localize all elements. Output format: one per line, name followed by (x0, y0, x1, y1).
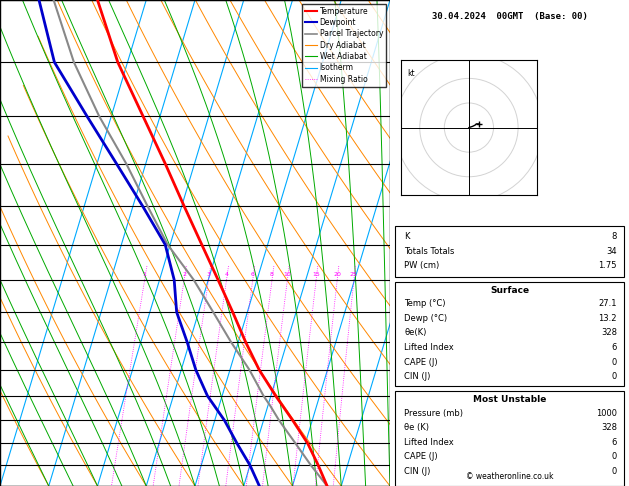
Text: CAPE (J): CAPE (J) (404, 452, 438, 461)
Text: θe (K): θe (K) (404, 423, 430, 432)
Text: 20: 20 (333, 272, 341, 278)
Text: LCL: LCL (392, 399, 406, 408)
Legend: Temperature, Dewpoint, Parcel Trajectory, Dry Adiabat, Wet Adiabat, Isotherm, Mi: Temperature, Dewpoint, Parcel Trajectory… (302, 4, 386, 87)
Text: 13.2: 13.2 (599, 314, 617, 323)
Text: 2: 2 (182, 272, 186, 278)
Text: Totals Totals: Totals Totals (404, 247, 455, 256)
Text: 1: 1 (398, 438, 403, 448)
Text: 4: 4 (225, 272, 228, 278)
Text: 328: 328 (601, 423, 617, 432)
Text: 8: 8 (270, 272, 274, 278)
Text: 27.1: 27.1 (599, 299, 617, 308)
Bar (395, 282, 624, 386)
Bar (395, 226, 624, 277)
Text: 30.04.2024  00GMT  (Base: 00): 30.04.2024 00GMT (Base: 00) (431, 12, 587, 21)
Text: 10: 10 (284, 272, 291, 278)
Text: 25: 25 (350, 272, 358, 278)
Text: 4: 4 (398, 286, 403, 295)
Text: 0: 0 (612, 467, 617, 476)
Text: 5: 5 (398, 233, 403, 242)
Text: Temp (°C): Temp (°C) (404, 299, 446, 308)
Text: 15: 15 (312, 272, 320, 278)
Text: Surface: Surface (490, 286, 529, 295)
Text: 6: 6 (251, 272, 255, 278)
Text: 2: 2 (398, 389, 403, 398)
Bar (395, 391, 624, 486)
Text: 0: 0 (612, 358, 617, 366)
Text: PW (cm): PW (cm) (404, 261, 440, 270)
Text: 0: 0 (612, 372, 617, 381)
Text: 6: 6 (398, 178, 403, 187)
Text: 8: 8 (398, 64, 403, 73)
Text: CAPE (J): CAPE (J) (404, 358, 438, 366)
Text: 7: 7 (398, 122, 403, 131)
Text: kt: kt (408, 69, 415, 78)
Text: 6: 6 (611, 343, 617, 352)
Text: © weatheronline.co.uk: © weatheronline.co.uk (465, 472, 554, 481)
Text: K: K (404, 232, 410, 241)
Text: 1000: 1000 (596, 409, 617, 417)
Text: 1.75: 1.75 (599, 261, 617, 270)
Text: CIN (J): CIN (J) (404, 372, 431, 381)
Text: 3: 3 (206, 272, 211, 278)
Text: 328: 328 (601, 329, 617, 337)
Text: 3: 3 (398, 338, 403, 347)
Text: θe(K): θe(K) (404, 329, 426, 337)
Text: 1: 1 (143, 272, 147, 278)
Text: Most Unstable: Most Unstable (473, 396, 546, 404)
Text: Pressure (mb): Pressure (mb) (404, 409, 464, 417)
Text: Lifted Index: Lifted Index (404, 438, 454, 447)
Text: 34: 34 (606, 247, 617, 256)
Text: Lifted Index: Lifted Index (404, 343, 454, 352)
Text: Dewp (°C): Dewp (°C) (404, 314, 447, 323)
Text: 0: 0 (612, 452, 617, 461)
Text: Mixing Ratio (g/kg): Mixing Ratio (g/kg) (425, 231, 433, 304)
Text: 6: 6 (611, 438, 617, 447)
Text: CIN (J): CIN (J) (404, 467, 431, 476)
Text: 8: 8 (611, 232, 617, 241)
